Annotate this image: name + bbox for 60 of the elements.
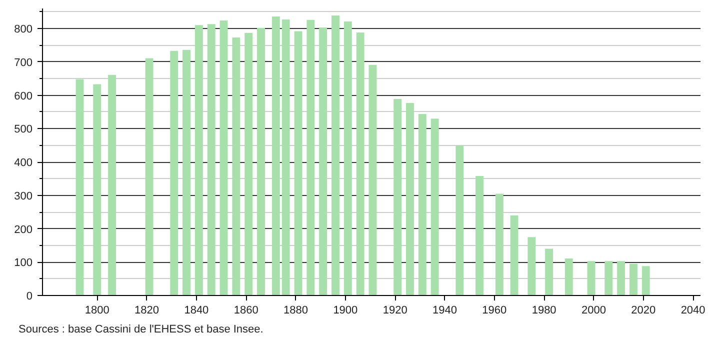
- source-note: Sources : base Cassini de l'EHESS et base Insee.: [18, 324, 264, 336]
- x-tick-label: 1860: [234, 304, 258, 316]
- bar: [456, 146, 464, 296]
- bar: [306, 20, 315, 296]
- y-tick-label: 0: [26, 290, 33, 302]
- bar: [145, 58, 154, 296]
- bar: [510, 215, 518, 296]
- bar: [220, 20, 228, 296]
- bar: [545, 248, 554, 296]
- bar: [332, 16, 340, 296]
- bar: [294, 31, 302, 296]
- x-tick-label: 1900: [333, 304, 358, 316]
- bar: [604, 261, 613, 296]
- bar: [182, 50, 190, 296]
- bar: [232, 38, 240, 296]
- bar: [642, 266, 650, 296]
- bar: [418, 114, 426, 296]
- bar: [587, 261, 596, 296]
- bar: [93, 84, 102, 296]
- bar: [495, 194, 504, 296]
- x-tick-label: 2040: [680, 304, 706, 316]
- y-tick-label: 200: [14, 224, 33, 236]
- bar: [564, 258, 573, 296]
- bar: [617, 261, 626, 296]
- bar: [257, 28, 265, 296]
- x-tick-label: 1940: [432, 304, 457, 316]
- x-tick-label: 1920: [382, 304, 408, 316]
- x-tick-label: 1960: [482, 304, 507, 316]
- bar: [394, 98, 402, 296]
- x-tick-label: 2020: [631, 304, 656, 316]
- bar: [344, 22, 352, 296]
- bar: [368, 64, 377, 296]
- bar: [629, 264, 638, 296]
- x-tick-label: 1800: [84, 304, 110, 316]
- bar: [528, 237, 536, 296]
- y-tick-label: 500: [14, 124, 33, 136]
- y-tick-label: 400: [14, 157, 33, 170]
- y-tick-label: 100: [14, 257, 33, 270]
- x-tick-label: 2000: [581, 304, 606, 316]
- bar: [76, 79, 84, 296]
- bar: [406, 102, 414, 296]
- x-tick-label: 1980: [532, 304, 556, 316]
- bar: [319, 28, 328, 296]
- bar: [356, 32, 364, 296]
- x-tick-label: 1880: [284, 304, 308, 316]
- bar: [244, 32, 253, 296]
- x-tick-label: 1820: [134, 304, 160, 316]
- bar: [476, 176, 484, 296]
- y-tick-label: 600: [14, 90, 33, 102]
- bar: [108, 74, 116, 296]
- bar: [207, 24, 216, 296]
- y-tick-label: 700: [14, 56, 33, 69]
- y-tick-label: 800: [14, 24, 33, 36]
- bar: [430, 118, 439, 296]
- bar: [272, 16, 280, 296]
- bar: [170, 50, 178, 296]
- y-tick-label: 300: [14, 190, 33, 202]
- bar: [282, 20, 290, 296]
- bar: [194, 25, 203, 296]
- x-tick-label: 1840: [184, 304, 209, 316]
